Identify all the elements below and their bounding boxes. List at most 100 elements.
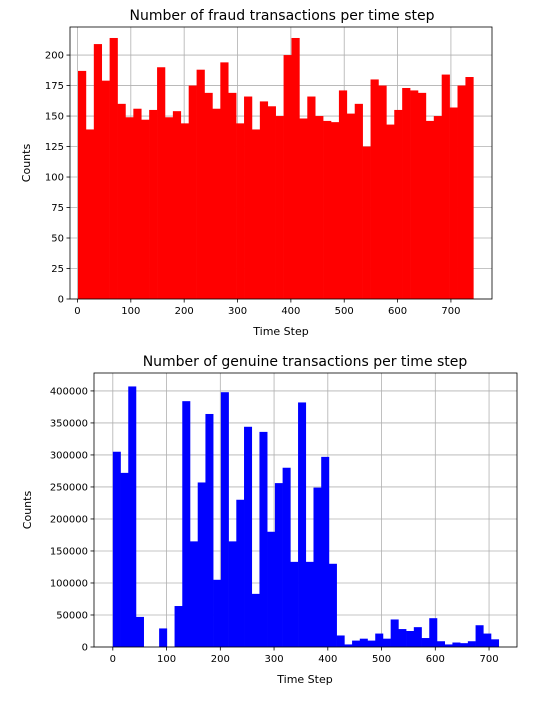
histogram-bar: [436, 641, 445, 647]
y-axis-label: Counts: [20, 144, 33, 183]
histogram-bar: [205, 413, 214, 647]
histogram-bar: [251, 593, 260, 647]
histogram-bar: [410, 90, 419, 299]
histogram-bar: [321, 456, 330, 647]
histogram-bar: [204, 92, 213, 299]
histogram-bar: [275, 116, 284, 299]
y-tick-label: 50: [51, 234, 64, 245]
x-tick-label: 200: [175, 306, 194, 317]
y-tick-label: 250000: [50, 482, 88, 493]
histogram-bar: [336, 635, 345, 647]
histogram-bar: [449, 107, 458, 299]
histogram-bar: [425, 120, 435, 299]
histogram-bar: [421, 638, 430, 647]
histogram-bar: [291, 37, 300, 300]
histogram-bar: [467, 641, 476, 647]
y-tick-label: 150: [45, 112, 64, 123]
histogram-bar: [444, 644, 453, 647]
histogram-bar: [475, 625, 484, 647]
histogram-bar: [101, 80, 110, 300]
histogram-bar: [159, 628, 168, 647]
histogram-bar: [433, 116, 443, 299]
y-tick-label: 300000: [50, 450, 88, 461]
histogram-bar: [362, 146, 371, 299]
histogram-bar: [452, 642, 461, 647]
histogram-bar: [259, 431, 268, 647]
histogram-bar: [398, 629, 407, 647]
histogram-bar: [164, 117, 174, 299]
chart-title: Number of fraud transactions per time st…: [129, 8, 434, 24]
histogram-bar: [346, 113, 356, 300]
x-tick-label: 100: [157, 654, 176, 665]
histogram-bar: [196, 69, 205, 299]
histogram-bar: [228, 92, 237, 299]
histogram-bar: [457, 85, 466, 299]
y-tick-label: 175: [45, 81, 64, 92]
plot-frame: [69, 26, 493, 300]
histogram-bar: [172, 111, 182, 299]
histogram-bar: [344, 644, 353, 647]
x-tick-label: 700: [441, 306, 460, 317]
histogram-bar: [267, 106, 276, 300]
x-tick-label: 0: [74, 306, 80, 317]
histogram-bar: [315, 116, 324, 299]
histogram-bar: [394, 109, 403, 299]
histogram-bar: [328, 563, 337, 647]
histogram-bar: [135, 616, 144, 647]
histogram-bar: [274, 483, 283, 647]
plot-frame: [93, 372, 518, 648]
histogram-bar: [133, 108, 142, 299]
x-tick-label: 300: [265, 654, 284, 665]
histogram-bar: [367, 640, 376, 647]
histogram-bar: [112, 451, 121, 647]
fraud-histogram: Number of fraud transactions per time st…: [20, 8, 493, 338]
histogram-bar: [93, 44, 103, 299]
histogram-bar: [413, 627, 422, 647]
y-tick-label: 200: [45, 51, 64, 62]
histogram-bar: [402, 87, 411, 300]
histogram-bar: [189, 541, 199, 647]
y-tick-label: 350000: [50, 418, 88, 429]
x-tick-label: 200: [211, 654, 230, 665]
histogram-bar: [370, 79, 379, 300]
x-tick-label: 500: [372, 654, 391, 665]
y-tick-label: 150000: [50, 546, 88, 557]
histogram-bar: [465, 77, 474, 299]
y-tick-label: 400000: [50, 386, 88, 397]
histogram-bar: [305, 561, 314, 647]
histogram-bar: [236, 499, 245, 647]
x-axis-label: Time Step: [252, 325, 308, 338]
histogram-bar: [460, 643, 469, 647]
x-tick-label: 0: [110, 654, 116, 665]
y-tick-label: 100000: [50, 578, 88, 589]
x-tick-label: 600: [426, 654, 445, 665]
histogram-bar: [259, 101, 269, 299]
histogram-bar: [213, 579, 222, 647]
histogram-bar: [282, 467, 291, 647]
histogram-bar: [220, 392, 229, 647]
histogram-bar: [244, 426, 253, 647]
y-tick-label: 100: [45, 173, 64, 184]
histogram-bar: [120, 472, 129, 647]
histogram-bar: [228, 541, 237, 647]
histogram-bar: [85, 129, 95, 299]
histogram-bar: [149, 109, 158, 299]
histogram-bar: [378, 85, 387, 299]
histogram-bar: [352, 640, 361, 647]
histogram-bar: [267, 531, 276, 647]
ticks: 0 100 200 300 400 500 600 700 0 50000 100000 150000…: [50, 386, 499, 665]
histogram-bar: [331, 122, 340, 300]
y-tick-label: 50000: [56, 610, 88, 621]
genuine-histogram: Number of genuine transactions per time …: [21, 354, 518, 686]
histogram-bar: [220, 62, 229, 300]
histogram-bar: [338, 90, 348, 299]
histogram-bar: [141, 119, 150, 299]
histogram-bar: [417, 92, 427, 299]
x-tick-label: 600: [388, 306, 407, 317]
histogram-bar: [109, 37, 118, 300]
y-tick-label: 25: [51, 264, 64, 275]
histogram-bar: [244, 96, 253, 300]
x-axis-label: Time Step: [276, 673, 332, 686]
histogram-bar: [78, 70, 87, 300]
